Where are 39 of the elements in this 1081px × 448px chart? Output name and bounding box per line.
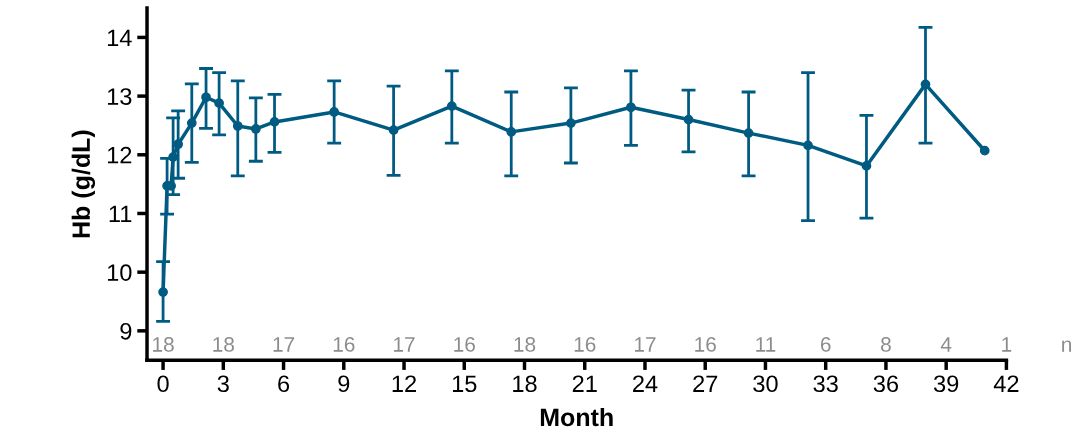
x-tick-label: 24 <box>633 375 658 392</box>
x-tick-label: 6 <box>278 375 290 393</box>
y-tick-label: 12 <box>107 146 132 164</box>
annotation: 18 <box>213 337 234 352</box>
annotation: 8 <box>881 337 891 352</box>
annotation: 17 <box>634 337 656 352</box>
x-tick-label: 36 <box>873 375 899 393</box>
x-tick-label: 30 <box>753 375 778 393</box>
y-axis-title: Hb (g/dL) <box>71 130 96 238</box>
annotation: 4 <box>940 337 952 352</box>
annotation: 16 <box>574 337 596 352</box>
x-tick-label: 18 <box>513 375 537 393</box>
y-tick-label: 14 <box>107 29 132 46</box>
x-tick-label: 15 <box>452 375 477 393</box>
annotation: 17 <box>273 337 295 352</box>
annotation: 16 <box>695 337 716 352</box>
annotation: 16 <box>454 337 475 352</box>
annotation: 6 <box>820 337 831 352</box>
x-tick-label: 9 <box>338 375 350 393</box>
x-axis-title: Month <box>540 407 613 427</box>
annotation: 18 <box>153 337 174 352</box>
text: n <box>1062 340 1072 352</box>
y-tick-label: 13 <box>107 88 132 105</box>
annotation: 18 <box>514 337 536 352</box>
annotation: 17 <box>394 337 415 352</box>
x-tick-label: 0 <box>157 375 169 393</box>
x-tick-label: 21 <box>572 375 597 392</box>
y-tick-label: 11 <box>109 205 132 223</box>
x-tick-label: 3 <box>217 375 229 393</box>
x-tick-label: 42 <box>993 375 1019 392</box>
annotation: 1 <box>1002 337 1012 352</box>
x-tick-label: 33 <box>813 375 838 393</box>
annotation: 16 <box>333 337 355 352</box>
x-tick-label: 27 <box>693 375 718 392</box>
y-tick-label: 9 <box>120 322 132 340</box>
x-tick-label: 39 <box>933 375 959 393</box>
annotation: 11 <box>756 337 776 352</box>
y-tick-label: 10 <box>107 264 132 281</box>
x-tick-label: 12 <box>392 375 416 392</box>
